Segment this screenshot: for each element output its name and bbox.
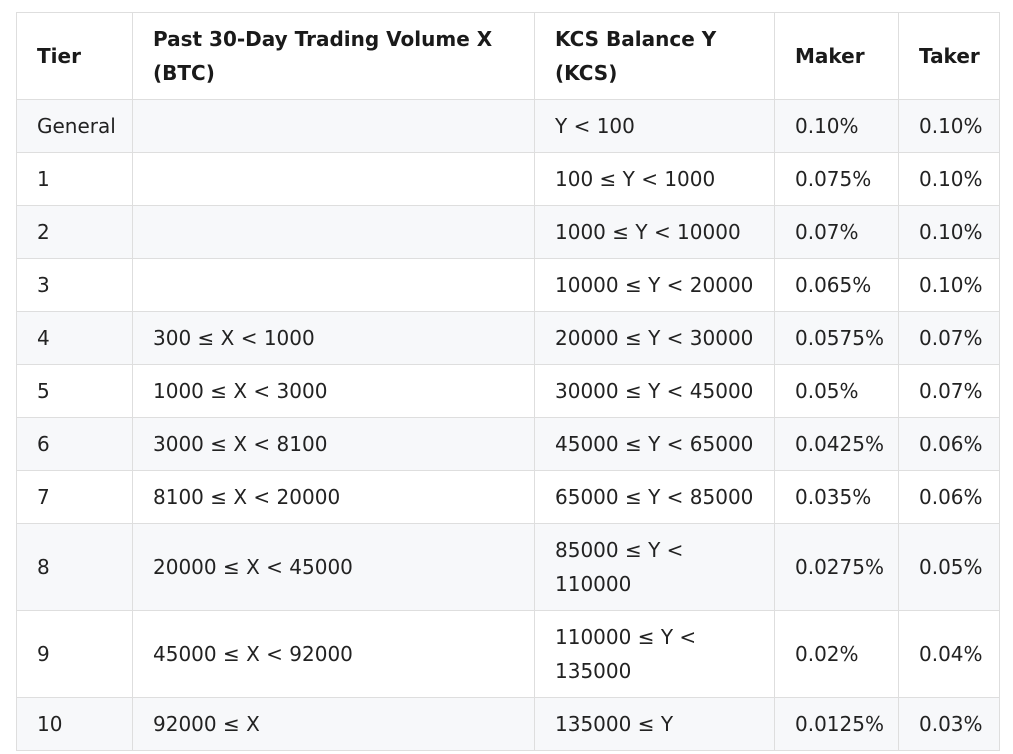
table-row: 1 100 ≤ Y < 1000 0.075% 0.10% bbox=[16, 152, 1000, 206]
cell-taker: 0.10% bbox=[898, 258, 1000, 312]
cell-tier: 9 bbox=[16, 610, 133, 698]
cell-taker: 0.04% bbox=[898, 610, 1000, 698]
cell-maker: 0.02% bbox=[774, 610, 899, 698]
cell-taker: 0.03% bbox=[898, 697, 1000, 751]
cell-tier: 4 bbox=[16, 311, 133, 365]
table-body: General Y < 100 0.10% 0.10% 1 100 ≤ Y < … bbox=[16, 99, 1000, 751]
cell-trading-volume bbox=[132, 258, 535, 312]
table-row: 2 1000 ≤ Y < 10000 0.07% 0.10% bbox=[16, 205, 1000, 259]
cell-taker: 0.10% bbox=[898, 152, 1000, 206]
cell-trading-volume: 3000 ≤ X < 8100 bbox=[132, 417, 535, 471]
cell-trading-volume: 300 ≤ X < 1000 bbox=[132, 311, 535, 365]
header-kcs-balance: KCS Balance Y (KCS) bbox=[534, 12, 775, 100]
cell-maker: 0.10% bbox=[774, 99, 899, 153]
cell-tier: 6 bbox=[16, 417, 133, 471]
cell-trading-volume: 20000 ≤ X < 45000 bbox=[132, 523, 535, 611]
header-row: Tier Past 30-Day Trading Volume X (BTC) … bbox=[16, 12, 1000, 100]
cell-kcs-balance: Y < 100 bbox=[534, 99, 775, 153]
table-row: 10 92000 ≤ X 135000 ≤ Y 0.0125% 0.03% bbox=[16, 697, 1000, 751]
cell-trading-volume: 45000 ≤ X < 92000 bbox=[132, 610, 535, 698]
header-taker: Taker bbox=[898, 12, 1000, 100]
cell-taker: 0.07% bbox=[898, 364, 1000, 418]
table-row: 6 3000 ≤ X < 8100 45000 ≤ Y < 65000 0.04… bbox=[16, 417, 1000, 471]
cell-taker: 0.06% bbox=[898, 417, 1000, 471]
cell-taker: 0.10% bbox=[898, 205, 1000, 259]
header-tier: Tier bbox=[16, 12, 133, 100]
table-row: General Y < 100 0.10% 0.10% bbox=[16, 99, 1000, 153]
cell-maker: 0.075% bbox=[774, 152, 899, 206]
header-maker: Maker bbox=[774, 12, 899, 100]
table-row: 9 45000 ≤ X < 92000 110000 ≤ Y < 135000 … bbox=[16, 610, 1000, 698]
cell-tier: 5 bbox=[16, 364, 133, 418]
cell-tier: 8 bbox=[16, 523, 133, 611]
cell-taker: 0.10% bbox=[898, 99, 1000, 153]
cell-kcs-balance: 100 ≤ Y < 1000 bbox=[534, 152, 775, 206]
cell-tier: 7 bbox=[16, 470, 133, 524]
cell-trading-volume: 8100 ≤ X < 20000 bbox=[132, 470, 535, 524]
cell-maker: 0.05% bbox=[774, 364, 899, 418]
table-row: 4 300 ≤ X < 1000 20000 ≤ Y < 30000 0.057… bbox=[16, 311, 1000, 365]
cell-maker: 0.035% bbox=[774, 470, 899, 524]
cell-maker: 0.0275% bbox=[774, 523, 899, 611]
table-header: Tier Past 30-Day Trading Volume X (BTC) … bbox=[16, 12, 1000, 100]
cell-maker: 0.0575% bbox=[774, 311, 899, 365]
fee-tier-table: Tier Past 30-Day Trading Volume X (BTC) … bbox=[16, 12, 1000, 751]
table-row: 8 20000 ≤ X < 45000 85000 ≤ Y < 110000 0… bbox=[16, 523, 1000, 611]
cell-kcs-balance: 1000 ≤ Y < 10000 bbox=[534, 205, 775, 259]
header-trading-volume: Past 30-Day Trading Volume X (BTC) bbox=[132, 12, 535, 100]
table-row: 7 8100 ≤ X < 20000 65000 ≤ Y < 85000 0.0… bbox=[16, 470, 1000, 524]
cell-kcs-balance: 135000 ≤ Y bbox=[534, 697, 775, 751]
cell-tier: 10 bbox=[16, 697, 133, 751]
cell-kcs-balance: 85000 ≤ Y < 110000 bbox=[534, 523, 775, 611]
cell-taker: 0.06% bbox=[898, 470, 1000, 524]
cell-maker: 0.065% bbox=[774, 258, 899, 312]
cell-trading-volume: 92000 ≤ X bbox=[132, 697, 535, 751]
cell-kcs-balance: 45000 ≤ Y < 65000 bbox=[534, 417, 775, 471]
cell-kcs-balance: 10000 ≤ Y < 20000 bbox=[534, 258, 775, 312]
cell-tier: 1 bbox=[16, 152, 133, 206]
cell-kcs-balance: 110000 ≤ Y < 135000 bbox=[534, 610, 775, 698]
cell-maker: 0.0125% bbox=[774, 697, 899, 751]
cell-trading-volume bbox=[132, 152, 535, 206]
cell-tier: 3 bbox=[16, 258, 133, 312]
cell-kcs-balance: 65000 ≤ Y < 85000 bbox=[534, 470, 775, 524]
cell-tier: 2 bbox=[16, 205, 133, 259]
cell-taker: 0.07% bbox=[898, 311, 1000, 365]
cell-trading-volume: 1000 ≤ X < 3000 bbox=[132, 364, 535, 418]
cell-taker: 0.05% bbox=[898, 523, 1000, 611]
cell-kcs-balance: 20000 ≤ Y < 30000 bbox=[534, 311, 775, 365]
cell-maker: 0.0425% bbox=[774, 417, 899, 471]
table-row: 5 1000 ≤ X < 3000 30000 ≤ Y < 45000 0.05… bbox=[16, 364, 1000, 418]
cell-kcs-balance: 30000 ≤ Y < 45000 bbox=[534, 364, 775, 418]
table-row: 3 10000 ≤ Y < 20000 0.065% 0.10% bbox=[16, 258, 1000, 312]
cell-maker: 0.07% bbox=[774, 205, 899, 259]
cell-trading-volume bbox=[132, 205, 535, 259]
cell-trading-volume bbox=[132, 99, 535, 153]
cell-tier: General bbox=[16, 99, 133, 153]
